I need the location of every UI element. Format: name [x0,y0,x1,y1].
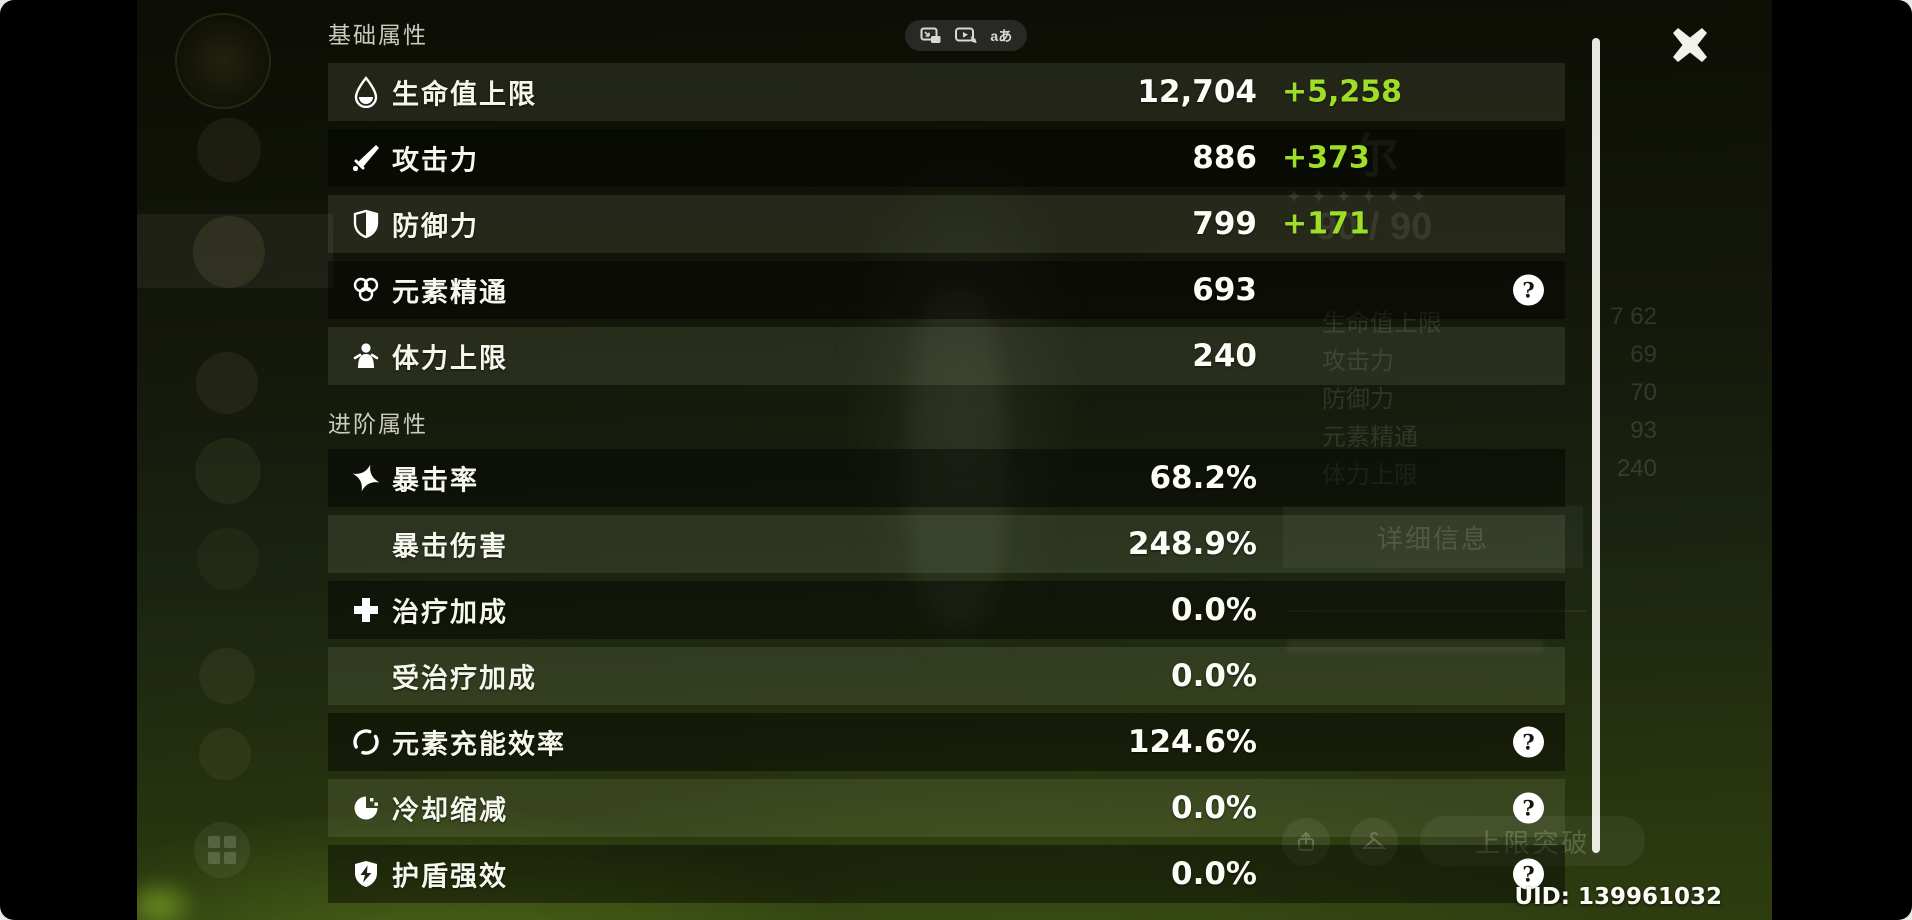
stat-value: 0.0% [1171,790,1257,826]
autoplay-video-icon[interactable] [954,26,978,46]
stat-row-cd-reduction: 冷却缩减 0.0% ? [328,779,1565,837]
share-icon [1298,831,1314,851]
bg-stat-row: 防御力 70 [1322,379,1657,413]
stat-value: 886 [1192,140,1257,176]
help-icon[interactable]: ? [1513,274,1544,306]
bg-star-rating: ✦✦✦✦✦✦ [1286,187,1436,208]
character-silhouette [837,110,1087,680]
stat-label: 护盾强效 [392,861,508,892]
grid-icon [208,836,236,864]
panel-scrollbar[interactable] [1592,38,1600,853]
stat-value: 0.0% [1171,856,1257,892]
stat-row-energy-recharge: 元素充能效率 124.6% ? [328,713,1565,771]
help-icon[interactable]: ? [1513,726,1544,758]
bg-details-button: 详细信息 [1283,506,1583,568]
healing-bonus-icon [350,594,382,626]
stat-label: 体力上限 [392,343,508,374]
stat-value: 693 [1192,272,1257,308]
game-viewport: 尔 ✦✦✦✦✦✦ 90 / 90 生命值上限 7 62 攻击力 69 防御力 70 元… [137,0,1772,920]
stat-row-shield-strength: 护盾强效 0.0% ? [328,845,1565,903]
stat-bonus: +5,258 [1282,74,1403,110]
stat-label: 元素精通 [392,277,508,308]
stat-row-stamina: 体力上限 240 [328,327,1565,385]
stat-bonus: +373 [1282,140,1370,176]
stat-value: 0.0% [1171,592,1257,628]
bg-character-name: 尔 [1352,130,1398,182]
bg-breakthrough-button: 上限突破 [1420,816,1645,866]
stat-row-healing-bonus: 治疗加成 0.0% [328,581,1565,639]
stat-row-def: 防御力 799 +171 [328,195,1565,253]
character-avatar [195,438,261,504]
overlay-toolbar: aあ [905,20,1027,51]
stat-row-incoming-healing: 受治疗加成 0.0% [328,647,1565,705]
stat-label: 生命值上限 [392,79,537,110]
stat-value: 248.9% [1127,526,1257,562]
stat-label: 暴击率 [392,465,479,496]
section-title-advanced: 进阶属性 [328,411,428,437]
bg-level-value: 90 / 90 [1316,206,1433,248]
stat-value: 124.6% [1127,724,1257,760]
character-avatar [197,528,259,590]
stat-row-crit-rate: 暴击率 68.2% [328,449,1565,507]
bg-share-button [1282,818,1330,866]
selected-character-highlight [137,214,333,288]
character-avatar [199,728,251,780]
hp-icon [350,76,382,109]
character-avatar [199,648,255,704]
stat-value: 12,704 [1137,74,1257,110]
stat-row-crit-dmg: 暴击伤害 248.9% [328,515,1565,573]
bg-stat-row: 元素精通 93 [1322,417,1657,451]
elemental-mastery-icon [350,274,382,306]
green-glow [137,876,199,920]
bg-small-text [1286,640,1544,653]
stat-bonus: +171 [1282,206,1370,242]
close-button[interactable] [1665,20,1715,70]
energy-recharge-icon [350,726,382,758]
bg-divider [1286,610,1586,612]
translate-icon[interactable]: aあ [990,27,1013,44]
stat-row-atk: 攻击力 886 +373 [328,129,1565,187]
stat-label: 冷却缩减 [392,795,508,826]
character-avatar [197,118,261,182]
def-icon [350,208,382,240]
pip-icon[interactable] [919,26,943,46]
stat-value: 0.0% [1171,658,1257,694]
shield-strength-icon [350,858,382,890]
stat-value: 68.2% [1149,460,1257,496]
stat-value: 240 [1192,338,1257,374]
stat-label: 受治疗加成 [392,663,537,694]
section-title-basic: 基础属性 [328,22,428,48]
uid-label: UID: 139961032 [1514,884,1722,910]
party-emblem-icon [175,13,271,109]
help-icon[interactable]: ? [1513,792,1544,824]
bg-stat-row: 体力上限 240 [1322,455,1657,489]
bg-stat-row: 攻击力 69 [1322,341,1657,375]
bg-outfit-button [1350,818,1398,866]
help-icon[interactable]: ? [1513,858,1544,890]
atk-icon [350,142,382,174]
cooldown-icon [350,792,382,824]
close-icon [1673,28,1707,62]
stat-label: 攻击力 [392,145,479,176]
stat-label: 防御力 [392,211,479,242]
stat-label: 元素充能效率 [392,729,566,760]
character-silhouette-core [907,290,1007,630]
stat-row-max-hp: 生命值上限 12,704 +5,258 [328,63,1565,121]
stamina-icon [350,340,382,372]
character-avatar [193,216,265,288]
stat-label: 治疗加成 [392,597,508,628]
character-avatar [196,352,258,414]
stat-row-elemental-mastery: 元素精通 693 ? [328,261,1565,319]
crit-rate-icon [350,462,382,494]
stat-label: 暴击伤害 [392,531,508,562]
stat-value: 799 [1192,206,1257,242]
hanger-icon [1362,832,1386,849]
bg-stat-row: 生命值上限 7 62 [1322,303,1657,337]
party-setup-button [194,822,250,878]
